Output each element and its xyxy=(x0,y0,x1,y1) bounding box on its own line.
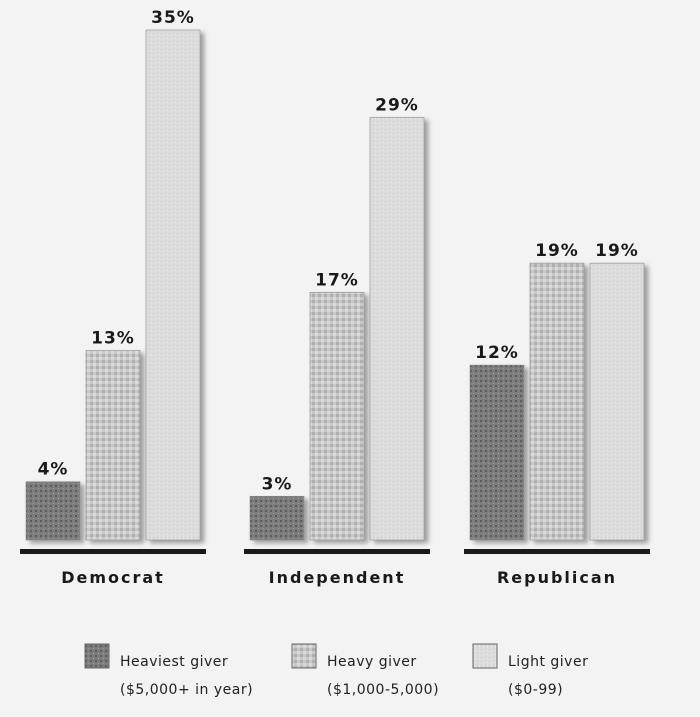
value-label-independent-light-giver: 29% xyxy=(375,95,419,115)
bar-independent-heaviest-giver xyxy=(249,495,305,541)
legend-sublabel-light-giver: ($0-99) xyxy=(508,682,563,698)
value-labels-group: 4% 13% 35% 3% 17% 29% 12% 19% 19% xyxy=(38,8,639,494)
baselines-group xyxy=(20,549,650,554)
legend: Heaviest giver ($5,000+ in year) Heavy giv… xyxy=(84,643,588,698)
bars-group xyxy=(25,29,645,541)
baseline-republican xyxy=(464,549,650,554)
legend-swatch-heaviest-giver xyxy=(84,643,110,669)
category-label-independent: Independent xyxy=(269,568,406,587)
legend-sublabel-heavy-giver: ($1,000-5,000) xyxy=(327,682,439,698)
value-label-republican-heavy-giver: 19% xyxy=(535,241,579,261)
baseline-independent xyxy=(244,549,430,554)
legend-swatch-light-giver xyxy=(472,643,498,669)
bar-republican-light-giver xyxy=(589,262,645,541)
bar-republican-heaviest-giver xyxy=(469,364,525,541)
value-label-democrat-heaviest-giver: 4% xyxy=(38,460,69,480)
baseline-democrat xyxy=(20,549,206,554)
value-label-independent-heavy-giver: 17% xyxy=(315,270,359,290)
bar-independent-heavy-giver xyxy=(309,291,365,541)
category-labels-group: Democrat Independent Republican xyxy=(61,568,617,587)
bar-democrat-heavy-giver xyxy=(85,350,141,541)
legend-label-light-giver: Light giver xyxy=(508,654,588,670)
legend-swatch-heavy-giver xyxy=(291,643,317,669)
legend-sublabel-heaviest-giver: ($5,000+ in year) xyxy=(120,682,253,698)
value-label-democrat-light-giver: 35% xyxy=(151,8,195,28)
value-label-independent-heaviest-giver: 3% xyxy=(262,474,293,494)
category-label-democrat: Democrat xyxy=(61,568,165,587)
value-label-republican-heaviest-giver: 12% xyxy=(475,343,519,363)
legend-label-heavy-giver: Heavy giver xyxy=(327,654,417,670)
value-label-republican-light-giver: 19% xyxy=(595,241,639,261)
bar-independent-light-giver xyxy=(369,117,425,541)
bar-democrat-light-giver xyxy=(145,29,201,541)
legend-label-heaviest-giver: Heaviest giver xyxy=(120,654,228,670)
value-label-democrat-heavy-giver: 13% xyxy=(91,329,135,349)
bar-democrat-heaviest-giver xyxy=(25,481,81,541)
category-label-republican: Republican xyxy=(497,568,617,587)
bar-republican-heavy-giver xyxy=(529,262,585,541)
